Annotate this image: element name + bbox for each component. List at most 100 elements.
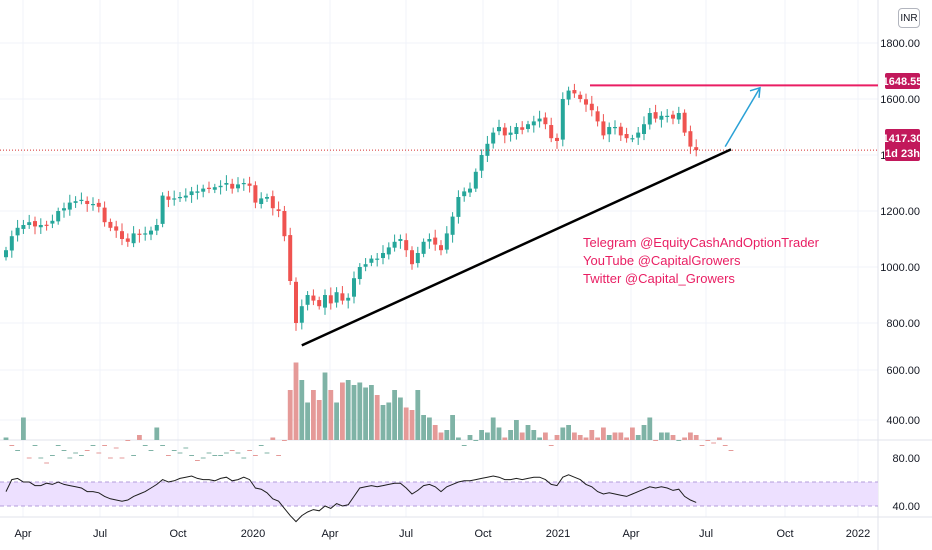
rsi-tick-label: 40.00 [892,501,920,513]
volume-bar [664,432,670,440]
candle-body [143,233,148,235]
volume-bar [548,445,554,446]
candle-body [96,202,101,207]
volume-bar [131,455,136,456]
volume-bar [653,440,658,441]
candle-body [288,235,293,281]
candle-body [62,208,66,211]
candle-body [682,112,687,133]
candle-body [282,211,287,237]
candle-body [659,115,664,120]
candle-body [33,221,37,227]
candle-body [502,127,507,136]
candle-body [688,131,693,147]
candle-body [386,247,391,255]
volume-bar [357,382,363,440]
volume-bar [270,437,276,440]
candle-body [375,258,380,260]
candle-body [410,250,414,265]
x-tick-label: Jul [699,528,713,540]
projection-arrow-head [749,86,761,98]
candle-body [404,240,409,251]
candle-body [9,236,14,251]
candle-body [183,195,188,198]
candle-body [363,264,368,267]
volume-bar [142,445,148,446]
chart-overlays [0,84,878,347]
volume-bar [15,450,20,451]
volume-bar [287,390,293,440]
volume-bar [572,432,577,440]
candle-body [514,127,519,134]
candle-body [212,187,217,190]
volume-bar [282,440,287,441]
volume-bar [38,457,44,459]
y-tick-label: 1600.00 [880,94,920,106]
candle-body [531,121,536,126]
x-tick-label: Oct [474,528,491,540]
volume-bar [525,425,531,440]
axes: Apr Jul Oct 2020 Apr Jul Oct 2021 Apr Jul Oct 2022 1… [14,38,920,540]
candle-body [236,184,240,189]
volume-bar [32,445,38,446]
candle-body [73,201,78,203]
volume-bar [26,457,32,459]
candle-body [671,114,675,119]
volume-bar [461,445,467,446]
candle-body [450,216,455,235]
candle-body [178,197,182,199]
candle-body [601,121,606,136]
candle-body [427,239,432,242]
volume-bar [258,445,264,446]
y-tick-label: 1800.00 [880,38,920,50]
candle-body [398,239,403,241]
volume-bar [340,382,345,440]
volume-bar [351,385,357,440]
candle-body [131,233,136,244]
candle-body [468,188,472,193]
candle-body [108,221,113,228]
candle-body [433,237,438,245]
volume-bar [438,432,444,440]
x-tick-label: 2022 [846,528,870,540]
candle-body [624,134,629,139]
candle-body [15,227,20,236]
volume-bar [125,440,131,441]
volume-bar [728,450,734,451]
volume-bar [200,457,206,459]
last-price-tag [885,129,920,161]
annotation-telegram: Telegram @EquityCashAndOptionTrader [583,235,820,250]
volume-tick-label: 400.00 [886,415,920,427]
candle-body [56,211,61,222]
x-tick-label: 2021 [546,528,570,540]
currency-badge[interactable]: INR [898,8,920,28]
candle-body [120,231,124,239]
candle-body [154,225,159,231]
volume-bar [67,457,73,459]
candle-body [241,183,246,185]
candle-body [44,224,49,226]
candle-body [276,209,281,211]
volume-bar [479,430,484,440]
volume-bar [496,427,502,440]
candle-body [137,233,142,235]
volume-bar [577,435,583,440]
countdown-label: 1d 23h [885,148,920,160]
candle-body [172,198,177,200]
candle-body [630,138,635,140]
candle-body [584,99,588,105]
candle-body [497,127,501,132]
volume-bar [293,362,299,440]
candle-body [265,197,269,199]
x-tick-label: Apr [14,528,31,540]
volume-bar [583,437,589,440]
candle-body [259,198,264,204]
volume-bar [253,455,258,456]
candle-body [218,185,223,188]
volume-bar [635,435,641,440]
volume-bar [206,452,212,454]
volume-bar [50,455,55,456]
volume-bar [467,435,473,440]
volume-bar [96,452,102,454]
